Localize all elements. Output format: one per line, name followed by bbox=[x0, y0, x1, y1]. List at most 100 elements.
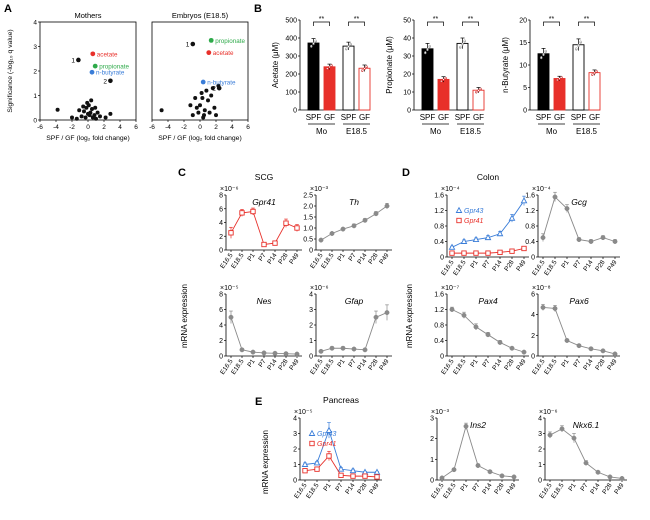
group-label: Mo bbox=[546, 127, 558, 136]
marker-square bbox=[456, 217, 462, 224]
y-tick-label: 5 bbox=[523, 85, 527, 92]
replicate-dot bbox=[328, 65, 331, 69]
marker-circle bbox=[487, 469, 493, 475]
x-tick-label: P49 bbox=[613, 482, 626, 496]
category-label: SPF bbox=[455, 113, 471, 122]
replicate-dot bbox=[349, 42, 352, 46]
marker-circle bbox=[583, 460, 589, 466]
category-label: GF bbox=[473, 113, 484, 122]
data-point bbox=[204, 88, 209, 93]
data-point bbox=[201, 115, 206, 120]
y-tick-label: 0.8 bbox=[525, 224, 535, 231]
y-tick-label: 1.6 bbox=[525, 193, 535, 200]
x-tick-label: P7 bbox=[257, 358, 268, 369]
x-tick-label: P49 bbox=[378, 252, 391, 266]
x-tick-label: P7 bbox=[347, 252, 358, 263]
marker-circle bbox=[461, 312, 467, 318]
panel-label-c: C bbox=[178, 167, 186, 179]
marker-circle bbox=[351, 346, 357, 352]
legend-entry: Gpr41 bbox=[464, 218, 484, 225]
marker-circle bbox=[619, 476, 625, 481]
bar bbox=[421, 48, 434, 111]
y-tick-label: 1 bbox=[430, 457, 434, 464]
x-tick-label: P14 bbox=[356, 252, 369, 266]
marker-circle bbox=[239, 347, 245, 353]
y-tick-label: 2 bbox=[219, 338, 223, 345]
x-tick-label: P49 bbox=[368, 482, 381, 496]
y-tick-label: 0 bbox=[430, 478, 434, 485]
marker-triangle bbox=[301, 460, 309, 467]
y-tick-label: 0 bbox=[219, 354, 223, 361]
group-label: Mo bbox=[316, 127, 328, 136]
y-tick-label: 0 bbox=[33, 118, 37, 125]
point-number-label: 1 bbox=[71, 57, 75, 64]
data-point bbox=[90, 115, 95, 120]
section-title: Pancreas bbox=[323, 395, 359, 405]
replicate-dot bbox=[444, 76, 447, 80]
marker-circle bbox=[576, 343, 582, 349]
replicate-dot bbox=[595, 70, 598, 73]
significance-marker: ** bbox=[549, 16, 555, 23]
replicate-dot bbox=[428, 44, 431, 48]
x-tick-label: E18.5 bbox=[320, 252, 336, 270]
marker-square bbox=[485, 250, 491, 256]
marker-square bbox=[272, 240, 278, 246]
legend-entry: Gpr41 bbox=[317, 441, 337, 448]
data-point bbox=[103, 115, 108, 120]
marker-triangle bbox=[349, 466, 357, 474]
marker-circle bbox=[283, 351, 289, 357]
data-point bbox=[200, 95, 205, 100]
marker-square bbox=[521, 245, 527, 252]
marker-triangle bbox=[325, 426, 333, 433]
data-point bbox=[70, 115, 74, 120]
y-tick-label: 8 bbox=[219, 193, 223, 200]
data-point bbox=[86, 111, 90, 116]
marker-square bbox=[261, 241, 267, 248]
y-axis-label: Acetate (μM) bbox=[271, 42, 280, 88]
numbered-point bbox=[108, 78, 113, 84]
marker-square bbox=[302, 468, 308, 474]
x-tick-label: P7 bbox=[572, 358, 583, 369]
marker-circle bbox=[373, 314, 379, 320]
marker-circle bbox=[228, 314, 234, 320]
x-tick-label: P7 bbox=[334, 482, 345, 493]
x-tick-label: -2 bbox=[181, 124, 187, 131]
marker-circle bbox=[473, 324, 479, 330]
x-tick-label: P14 bbox=[356, 358, 369, 372]
y-tick-label: 6 bbox=[219, 206, 223, 213]
bar bbox=[456, 42, 469, 111]
replicate-dot bbox=[591, 73, 594, 76]
marker-circle bbox=[497, 339, 503, 345]
marker-circle bbox=[509, 345, 515, 351]
marker-circle bbox=[571, 435, 577, 441]
x-tick-label: P14 bbox=[589, 482, 602, 496]
marker-square bbox=[239, 210, 245, 216]
data-point bbox=[79, 114, 84, 119]
replicate-dot bbox=[326, 67, 329, 70]
data-point bbox=[202, 108, 207, 113]
legend-entry: Gpr43 bbox=[464, 208, 484, 215]
scale-factor-label: ×10⁻⁶ bbox=[539, 409, 558, 416]
replicate-dot bbox=[365, 65, 368, 68]
gene-label: Ins2 bbox=[470, 420, 486, 430]
series-line bbox=[230, 211, 298, 245]
highlight-label: acetate bbox=[97, 51, 118, 58]
x-tick-label: P1 bbox=[336, 252, 347, 263]
group-label: Mo bbox=[430, 127, 442, 136]
y-tick-label: 0 bbox=[531, 255, 535, 262]
data-point bbox=[159, 108, 164, 113]
scale-factor-label: ×10⁻⁴ bbox=[532, 186, 551, 193]
marker-circle bbox=[600, 235, 606, 241]
significance-bracket bbox=[427, 21, 444, 26]
marker-circle bbox=[612, 239, 618, 244]
scale-factor-label: ×10⁻⁵ bbox=[220, 285, 239, 292]
x-tick-label: P7 bbox=[347, 358, 358, 369]
scale-factor-label: ×10⁻⁵ bbox=[294, 409, 313, 416]
marker-square bbox=[473, 250, 479, 256]
x-tick-label: P14 bbox=[266, 252, 279, 266]
y-tick-label: 1.0 bbox=[303, 226, 313, 233]
marker-circle bbox=[261, 350, 267, 356]
replicate-dot bbox=[345, 47, 348, 50]
